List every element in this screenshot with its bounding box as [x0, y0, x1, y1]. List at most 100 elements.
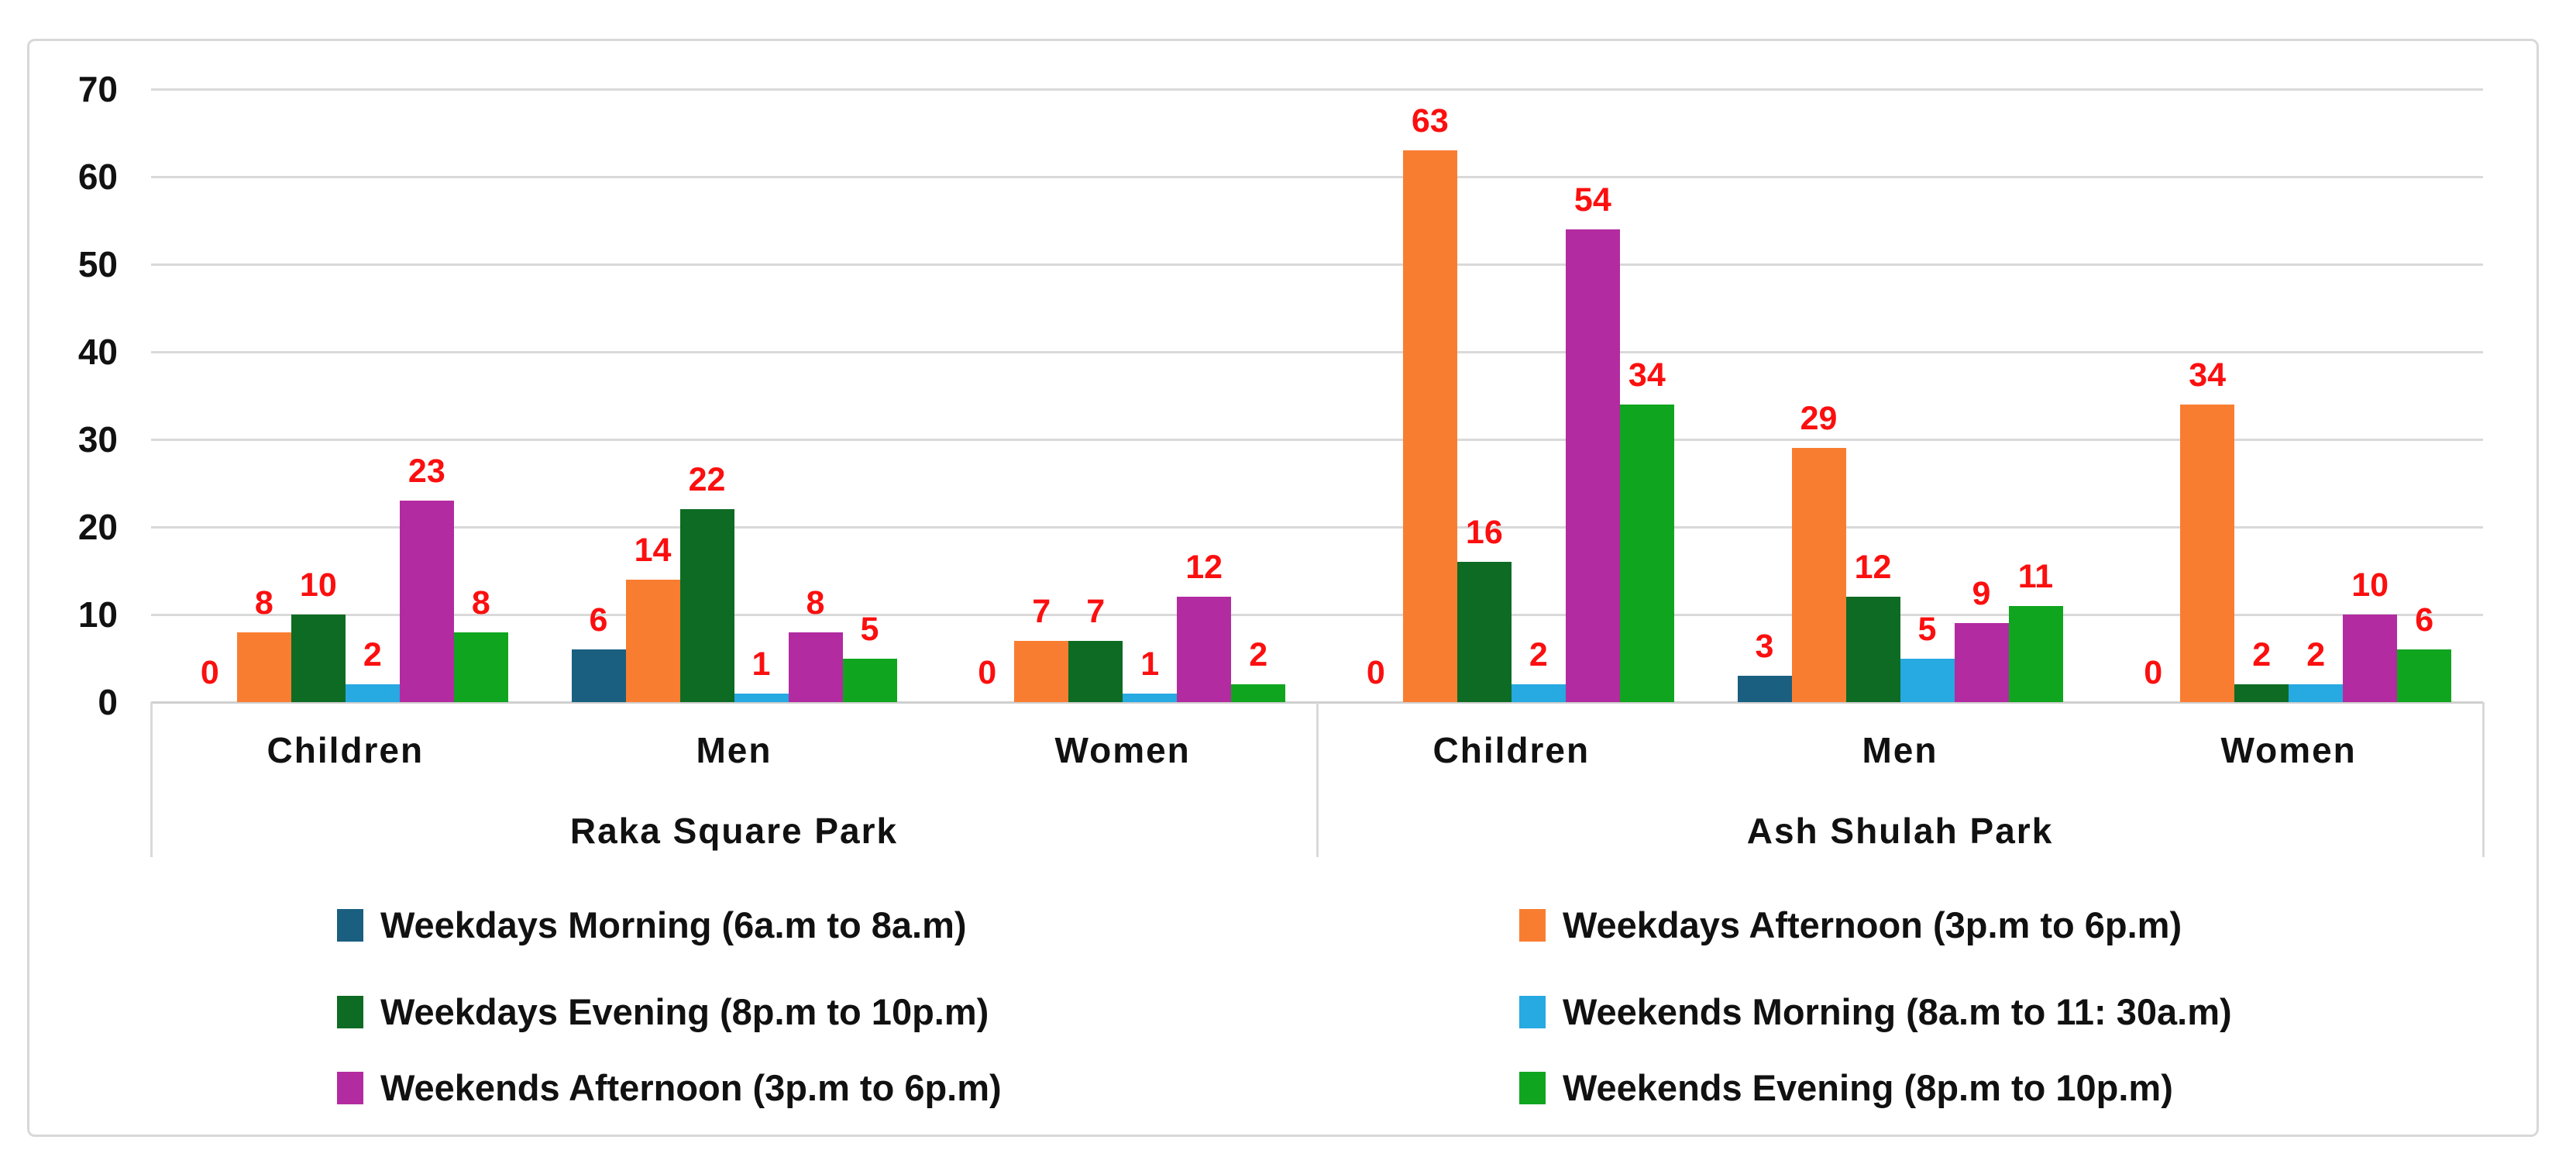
bar-value-label: 2 [2252, 636, 2272, 674]
y-tick-label-70: 70 [77, 69, 118, 109]
legend-item: Weekdays Evening (8p.m to 10p.m) [337, 992, 1422, 1035]
bar [1068, 640, 1123, 702]
bar-value-label: 5 [860, 610, 879, 648]
bar-value-label: 2 [1529, 636, 1548, 674]
y-tick-label-50: 50 [77, 244, 118, 284]
legend-marker [1519, 1072, 1546, 1104]
legend-item: Weekends Afternoon (3p.m to 6p.m) [337, 1068, 1422, 1111]
bar-value-label: 3 [1755, 628, 1774, 666]
legend-label: Weekends Afternoon (3p.m to 6p.m) [380, 1067, 1002, 1108]
bar-value-label: 7 [1032, 592, 1051, 630]
bar [1954, 623, 2009, 702]
bar [842, 658, 897, 702]
legend-label: Weekends Evening (8p.m to 10p.m) [1563, 1067, 2173, 1108]
legend-marker [337, 1072, 363, 1104]
bar-value-label: 1 [751, 645, 771, 683]
gridline-30 [151, 438, 2483, 441]
gridline-70 [151, 88, 2483, 91]
bar-value-label: 12 [1854, 549, 1892, 587]
bar [1402, 150, 1457, 702]
bar-value-label: 7 [1086, 592, 1106, 630]
bar-value-label: 6 [2415, 601, 2434, 639]
bar-value-label: 0 [978, 654, 997, 691]
bar-value-label: 8 [471, 584, 490, 622]
bar-value-label: 12 [1185, 549, 1223, 587]
bar [625, 579, 680, 702]
gridline-20 [151, 525, 2483, 529]
bar-value-label: 0 [200, 654, 219, 691]
bar-value-label: 11 [2017, 557, 2054, 595]
legend-marker [1519, 909, 1546, 942]
bar [1619, 404, 1674, 702]
bar [1565, 229, 1620, 702]
bar-value-label: 16 [1465, 514, 1503, 552]
bar-value-label: 54 [1573, 181, 1611, 219]
park-label: Raka Square Park [569, 811, 899, 851]
y-tick-label-60: 60 [77, 157, 118, 197]
bar-value-label: 5 [1917, 610, 1937, 648]
category-label: Children [267, 730, 425, 770]
bar [453, 632, 508, 702]
legend-item: Weekdays Morning (6a.m to 8a.m) [337, 905, 1422, 949]
bar [2234, 684, 2289, 702]
gridline-10 [151, 613, 2483, 616]
gridline-50 [151, 263, 2483, 266]
legend-marker [1519, 996, 1546, 1028]
y-tick-label-30: 30 [77, 419, 118, 460]
bar [1457, 562, 1512, 702]
axis-divider-1 [1316, 702, 1319, 857]
legend-marker [337, 996, 363, 1028]
bar [1123, 693, 1178, 702]
bar [236, 632, 291, 702]
bar [679, 509, 734, 702]
bar-value-label: 10 [299, 567, 337, 604]
bar [2008, 605, 2063, 702]
bar [2343, 615, 2398, 702]
bar [1014, 640, 1069, 702]
bar [291, 615, 346, 702]
y-tick-label-20: 20 [77, 507, 118, 547]
bar-value-label: 63 [1411, 102, 1449, 140]
bar [571, 649, 626, 702]
bar [1511, 684, 1566, 702]
legend-label: Weekdays Morning (6a.m to 8a.m) [380, 904, 967, 945]
bar-value-label: 29 [1800, 400, 1838, 438]
legend-label: Weekdays Afternoon (3p.m to 6p.m) [1563, 904, 2182, 945]
bar-value-label: 10 [2351, 567, 2389, 604]
bar [1177, 597, 1232, 702]
bar [1900, 658, 1955, 702]
category-label: Men [696, 730, 772, 770]
bar-value-label: 8 [806, 584, 825, 622]
legend-item: Weekdays Afternoon (3p.m to 6p.m) [1519, 905, 2576, 949]
bar [1845, 597, 1900, 702]
category-label: Women [2220, 730, 2357, 770]
y-tick-label-0: 0 [98, 682, 118, 722]
axis-divider-2 [2481, 702, 2485, 857]
category-label: Children [1432, 730, 1591, 770]
legend-label: Weekdays Evening (8p.m to 10p.m) [380, 991, 989, 1032]
bar-value-label: 0 [2144, 654, 2163, 691]
bar-value-label: 0 [1366, 654, 1385, 691]
bar-value-label: 22 [688, 461, 726, 499]
category-label: Women [1054, 730, 1191, 770]
bar [345, 684, 400, 702]
bar-value-label: 6 [589, 601, 608, 639]
bar-value-label: 14 [634, 531, 672, 569]
bar-value-label: 9 [1972, 575, 1991, 613]
bar [1231, 684, 1286, 702]
category-label: Men [1862, 730, 1938, 770]
gridline-60 [151, 175, 2483, 178]
bar-value-label: 34 [2189, 356, 2227, 394]
bar [788, 632, 843, 702]
y-tick-label-10: 10 [77, 594, 118, 635]
bar [1791, 448, 1846, 702]
park-label: Ash Shulah Park [1746, 811, 2054, 851]
legend-marker [337, 909, 363, 942]
gridline-40 [151, 350, 2483, 353]
bar-value-label: 2 [2306, 636, 2326, 674]
bar [2180, 404, 2235, 702]
bar-value-label: 23 [408, 453, 445, 491]
bar [2289, 684, 2344, 702]
bar-value-label: 2 [1249, 636, 1268, 674]
